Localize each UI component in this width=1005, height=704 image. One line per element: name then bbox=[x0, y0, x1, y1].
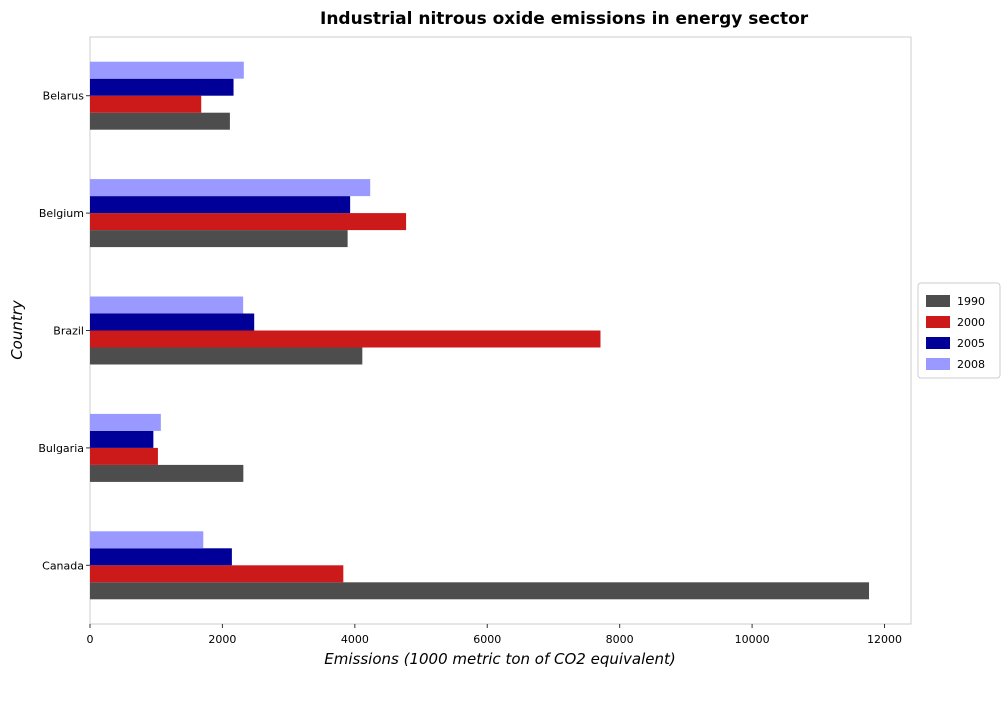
bar-2008 bbox=[90, 61, 244, 79]
legend-label: 2008 bbox=[957, 358, 985, 371]
bar-2008 bbox=[90, 413, 161, 431]
y-axis-label: Country bbox=[8, 299, 26, 360]
x-tick-label: 12000 bbox=[867, 633, 902, 646]
x-tick-label: 8000 bbox=[606, 633, 634, 646]
bar-1990 bbox=[90, 582, 870, 600]
legend: 1990 2000 2005 2008 bbox=[917, 282, 1001, 379]
bar-2005 bbox=[90, 430, 154, 448]
bar-2000 bbox=[90, 565, 344, 583]
category-label: Brazil bbox=[53, 325, 84, 338]
category-label: Belarus bbox=[43, 90, 85, 103]
bar-1990 bbox=[90, 347, 363, 365]
bar-2000 bbox=[90, 447, 158, 465]
bar-1990 bbox=[90, 230, 348, 248]
bar-2005 bbox=[90, 313, 255, 331]
x-axis: 0 2000 4000 6000 8000 10000 12000 bbox=[87, 624, 902, 646]
bar-2008 bbox=[90, 179, 371, 197]
y-axis: Belarus Belgium Brazil Bulgaria Canada bbox=[38, 90, 90, 572]
bar-2000 bbox=[90, 213, 407, 231]
legend-swatch bbox=[926, 295, 950, 307]
bar-2008 bbox=[90, 296, 244, 314]
bar-2000 bbox=[90, 330, 601, 348]
bar-1990 bbox=[90, 464, 244, 482]
bars-layer bbox=[90, 61, 870, 600]
legend-swatch bbox=[926, 337, 950, 349]
x-tick-label: 2000 bbox=[208, 633, 236, 646]
category-label: Canada bbox=[42, 559, 84, 572]
category-label: Belgium bbox=[39, 207, 84, 220]
legend-label: 1990 bbox=[957, 295, 985, 308]
x-tick-label: 0 bbox=[87, 633, 94, 646]
bar-2005 bbox=[90, 548, 232, 566]
legend-label: 2000 bbox=[957, 316, 985, 329]
x-tick-label: 6000 bbox=[473, 633, 501, 646]
bar-1990 bbox=[90, 112, 230, 130]
bar-2008 bbox=[90, 531, 204, 549]
legend-swatch bbox=[926, 316, 950, 328]
category-label: Bulgaria bbox=[38, 442, 84, 455]
x-tick-label: 4000 bbox=[341, 633, 369, 646]
legend-label: 2005 bbox=[957, 337, 985, 350]
bar-2000 bbox=[90, 95, 202, 113]
x-axis-label: Emissions (1000 metric ton of CO2 equiva… bbox=[324, 650, 675, 668]
chart-title: Industrial nitrous oxide emissions in en… bbox=[320, 9, 809, 29]
x-tick-label: 10000 bbox=[735, 633, 770, 646]
bar-2005 bbox=[90, 196, 351, 214]
bar-2005 bbox=[90, 78, 234, 96]
legend-swatch bbox=[926, 358, 950, 370]
